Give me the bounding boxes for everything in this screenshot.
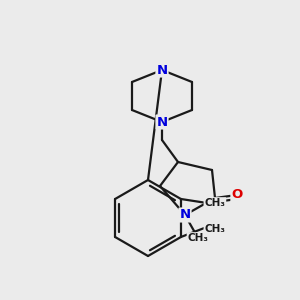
Text: N: N <box>156 64 168 76</box>
Text: N: N <box>156 116 168 128</box>
Text: CH₃: CH₃ <box>204 224 225 234</box>
Text: N: N <box>179 208 191 221</box>
Text: O: O <box>231 188 243 202</box>
Text: CH₃: CH₃ <box>204 198 225 208</box>
Text: CH₃: CH₃ <box>188 233 208 243</box>
